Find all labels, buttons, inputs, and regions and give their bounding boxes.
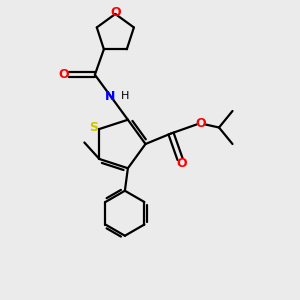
Text: S: S <box>89 121 98 134</box>
Text: O: O <box>59 68 69 81</box>
Text: O: O <box>111 6 121 19</box>
Text: H: H <box>121 91 129 101</box>
Text: N: N <box>105 90 115 103</box>
Text: O: O <box>176 157 187 170</box>
Text: O: O <box>196 116 206 130</box>
